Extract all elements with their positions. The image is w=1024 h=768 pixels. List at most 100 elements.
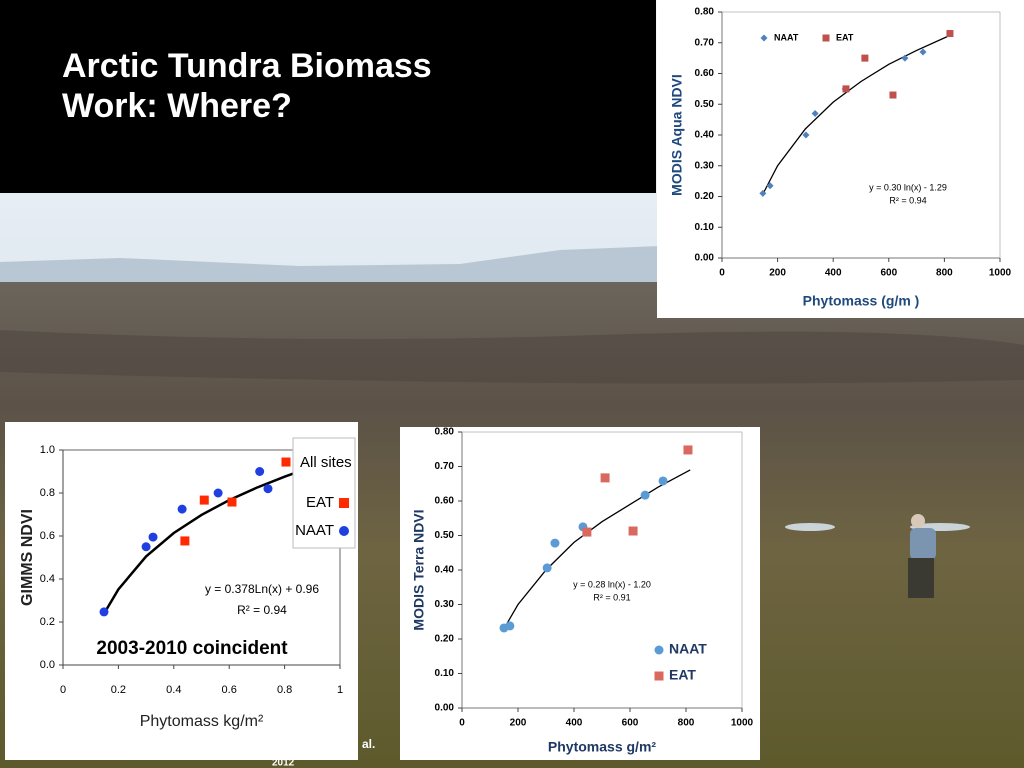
trendline [103, 470, 299, 614]
point [811, 109, 819, 117]
annotation: y = 0.30 ln(x) - 1.29 [869, 182, 947, 192]
chart-panel [400, 427, 760, 760]
annotation: R² = 0.94 [237, 603, 287, 617]
y-tick-label: 0.70 [695, 37, 715, 48]
point [766, 182, 774, 190]
y-tick-label: 0.30 [695, 160, 715, 171]
y-tick-label: 0.60 [695, 68, 715, 79]
point [759, 189, 767, 197]
chart-panel [657, 0, 1024, 318]
y-tick-label: 0.0 [40, 659, 55, 671]
point [654, 645, 664, 655]
x-tick-label: 1000 [731, 718, 754, 729]
x-tick-label: 1 [337, 684, 343, 696]
legend-label: EAT [669, 667, 696, 683]
y-tick-label: 0.60 [435, 496, 455, 507]
y-tick-label: 0.50 [695, 99, 715, 110]
title-box [0, 0, 656, 193]
x-tick-label: 400 [566, 718, 583, 729]
slide-title: Arctic Tundra Biomass [62, 47, 432, 85]
x-tick-label: 0 [719, 268, 725, 279]
point [582, 527, 592, 537]
point [542, 563, 552, 573]
chart: 0 0.2 0.4 0.6 0.8 1 0.0 0.2 0.4 0.6 0.8 1.0 GIMMS ND… [19, 437, 356, 730]
chart: 0 200 400 600 800 1000 0.00 0.10 0.20 0.30 0.40 0.5… [669, 7, 1012, 309]
x-tick-label: 1000 [989, 268, 1012, 279]
annotation: y = 0.378Ln(x) + 0.96 [205, 582, 319, 596]
y-tick-label: 0.6 [40, 530, 55, 542]
y-tick-label: 0.80 [435, 427, 455, 438]
legend-label: EAT [836, 32, 854, 42]
point [263, 484, 273, 494]
point [640, 490, 650, 500]
point [339, 498, 349, 508]
point [141, 542, 151, 552]
legend-title: All sites [300, 454, 352, 471]
point [658, 476, 668, 486]
citation: 2012 [272, 758, 295, 768]
point [180, 536, 190, 546]
point [822, 34, 830, 42]
pond [785, 523, 835, 531]
terrain-band [0, 330, 1024, 384]
point [199, 495, 209, 505]
y-tick-label: 0.2 [40, 616, 55, 628]
annotation: R² = 0.94 [889, 195, 926, 205]
x-tick-label: 0.2 [111, 684, 126, 696]
x-tick-label: 600 [880, 268, 897, 279]
point [505, 621, 515, 631]
point [177, 504, 187, 514]
legend-label: EAT [306, 494, 334, 511]
annotation: R² = 0.91 [593, 592, 630, 602]
y-tick-label: 0.20 [435, 634, 455, 645]
point [842, 85, 850, 93]
x-tick-label: 0 [459, 718, 465, 729]
x-tick-label: 0.6 [222, 684, 237, 696]
x-axis-label: Phytomass g/m² [548, 739, 656, 755]
y-tick-label: 0.50 [435, 530, 455, 541]
point [628, 526, 638, 536]
x-tick-label: 0 [60, 684, 66, 696]
point [683, 445, 693, 455]
y-tick-label: 0.70 [435, 461, 455, 472]
slide-title: Work: Where? [62, 87, 292, 125]
x-tick-label: 800 [936, 268, 953, 279]
y-tick-label: 0.10 [695, 222, 715, 233]
chart: 0 200 400 600 800 1000 0.00 0.10 0.20 0.30 0.40 0.5… [411, 427, 754, 755]
x-tick-label: 0.8 [277, 684, 292, 696]
point [600, 473, 610, 483]
x-tick-label: 0.4 [166, 684, 181, 696]
citation: al. [362, 737, 375, 751]
x-tick-label: 400 [825, 268, 842, 279]
point [946, 30, 954, 38]
x-tick-label: 200 [769, 268, 786, 279]
point [255, 467, 265, 476]
point [802, 131, 810, 139]
point [889, 91, 897, 99]
annotation: y = 0.28 ln(x) - 1.20 [573, 579, 651, 589]
legend-label: NAAT [295, 522, 334, 539]
x-axis-label: Phytomass (g/m ) [803, 293, 920, 309]
point [99, 607, 109, 617]
y-tick-label: 0.10 [435, 668, 455, 679]
point [654, 671, 664, 681]
x-axis-label: Phytomass kg/m² [140, 713, 264, 730]
x-tick-label: 600 [622, 718, 639, 729]
point [861, 54, 869, 62]
legend-label: NAAT [774, 32, 799, 42]
point [760, 34, 768, 42]
legend-label: NAAT [669, 641, 707, 657]
y-axis-label: GIMMS NDVI [19, 509, 36, 606]
x-tick-label: 800 [678, 718, 695, 729]
person [908, 514, 936, 598]
y-tick-label: 0.00 [435, 703, 455, 714]
x-tick-label: 200 [510, 718, 527, 729]
point [919, 48, 927, 56]
point [339, 526, 349, 536]
y-tick-label: 1.0 [40, 444, 55, 456]
point [281, 457, 291, 467]
y-tick-label: 0.20 [695, 191, 715, 202]
y-tick-label: 0.30 [435, 599, 455, 610]
y-tick-label: 0.40 [435, 565, 455, 576]
